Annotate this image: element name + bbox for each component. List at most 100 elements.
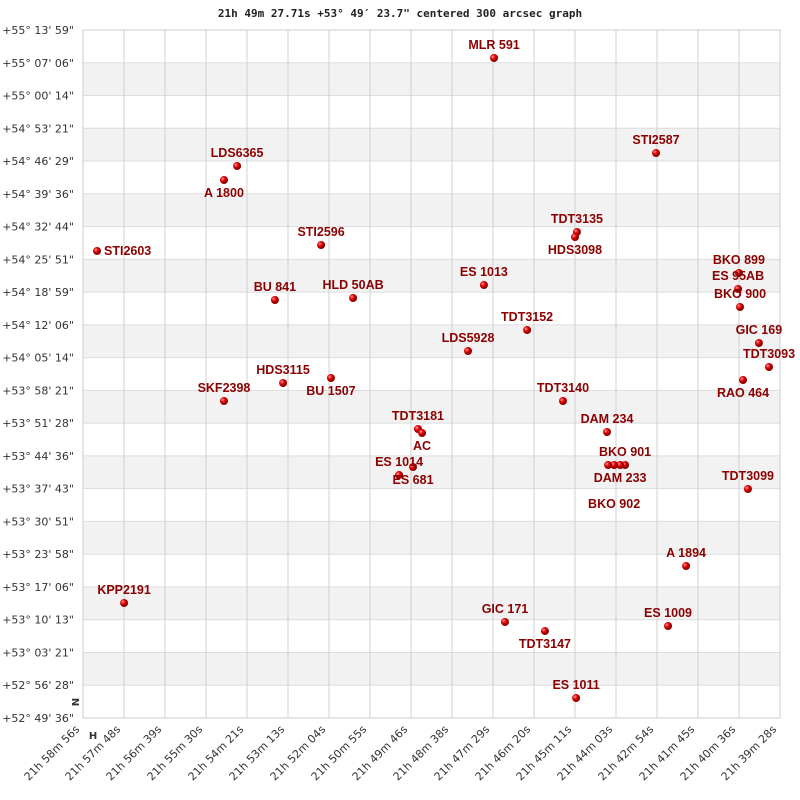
star-point[interactable]: [418, 429, 427, 438]
star-point[interactable]: [479, 280, 488, 289]
star-point[interactable]: [233, 161, 242, 170]
y-tick-label: +53° 51' 28": [2, 417, 74, 430]
star-label: GIC 171: [482, 602, 529, 616]
star-point[interactable]: [93, 246, 102, 255]
star-label: LDS6365: [211, 146, 264, 160]
row-band: [83, 62, 780, 96]
star-label: HLD 50AB: [323, 278, 384, 292]
star-label: LDS5928: [442, 331, 495, 345]
star-point[interactable]: [651, 149, 660, 158]
star-label: KPP2191: [97, 583, 151, 597]
star-label: TDT3135: [551, 212, 603, 226]
star-label: TDT3152: [501, 310, 553, 324]
star-point[interactable]: [743, 485, 752, 494]
row-band: [83, 586, 780, 620]
point-labels: MLR 591 LDS6365 A 1800 STI2587 STI2603 STI259…: [97, 38, 795, 692]
star-point[interactable]: [120, 599, 129, 608]
star-point[interactable]: [326, 373, 335, 382]
row-bands: [83, 62, 780, 686]
star-label: TDT3181: [392, 409, 444, 423]
star-point[interactable]: [270, 295, 279, 304]
star-point[interactable]: [754, 338, 763, 347]
star-label: BKO 900: [714, 287, 766, 301]
star-point[interactable]: [500, 618, 509, 627]
star-point[interactable]: [409, 462, 418, 471]
y-tick-label: +53° 10' 13": [2, 614, 74, 627]
data-points: [93, 54, 774, 703]
row-band: [83, 259, 780, 293]
star-point[interactable]: [734, 269, 743, 278]
plot-frame: [82, 29, 781, 719]
star-label: STI2596: [297, 225, 344, 239]
star-label: RAO 464: [717, 386, 769, 400]
star-point[interactable]: [523, 325, 532, 334]
star-label: HDS3115: [256, 363, 310, 377]
star-label: A 1800: [204, 186, 244, 200]
star-label: HDS3098: [548, 243, 602, 257]
star-point[interactable]: [610, 460, 619, 469]
y-tick-label: +54° 25' 51": [2, 253, 74, 266]
star-point[interactable]: [739, 375, 748, 384]
star-point[interactable]: [219, 397, 228, 406]
star-label: ES 1009: [644, 606, 692, 620]
star-point[interactable]: [540, 627, 549, 636]
y-tick-label: +52° 56' 28": [2, 679, 74, 692]
star-point[interactable]: [571, 233, 580, 242]
y-tick-label: +54° 46' 29": [2, 155, 74, 168]
star-label: A 1894: [666, 546, 706, 560]
y-tick-label: +53° 58' 21": [2, 384, 74, 397]
star-point[interactable]: [279, 378, 288, 387]
star-point[interactable]: [558, 397, 567, 406]
star-label: TDT3093: [743, 347, 795, 361]
star-label: DAM 233: [594, 471, 647, 485]
row-band: [83, 521, 780, 555]
row-band: [83, 652, 780, 686]
star-label: BKO 902: [588, 497, 640, 511]
star-label: TDT3140: [537, 381, 589, 395]
star-point[interactable]: [464, 347, 473, 356]
star-point[interactable]: [682, 562, 691, 571]
chart-title: 21h 49m 27.71s +53° 49′ 23.7" centered 3…: [218, 7, 582, 20]
star-label: BKO 899: [713, 253, 765, 267]
star-point[interactable]: [604, 460, 613, 469]
row-band: [83, 390, 780, 424]
star-label: TDT3147: [519, 637, 571, 651]
y-tick-label: +53° 44' 36": [2, 450, 74, 463]
star-point[interactable]: [219, 176, 228, 185]
star-label: ES 1014: [375, 455, 423, 469]
star-label: DAM 234: [581, 412, 634, 426]
star-point[interactable]: [349, 293, 358, 302]
y-tick-label: +54° 05' 14": [2, 352, 74, 365]
star-label: BU 1507: [306, 384, 355, 398]
star-point[interactable]: [765, 363, 774, 372]
y-tick-label: +54° 32' 44": [2, 221, 74, 234]
star-point[interactable]: [603, 428, 612, 437]
star-label: MLR 591: [468, 38, 519, 52]
y-tick-label: +54° 18' 59": [2, 286, 74, 299]
row-band: [83, 324, 780, 358]
star-point[interactable]: [317, 240, 326, 249]
star-point[interactable]: [664, 622, 673, 631]
star-point[interactable]: [734, 284, 743, 293]
star-label: BKO 901: [599, 445, 651, 459]
star-point[interactable]: [490, 54, 499, 63]
star-label: ES 1013: [460, 265, 508, 279]
star-label: GIC 169: [736, 323, 783, 337]
east-mark: H: [89, 731, 97, 742]
star-label: ES 95AB: [712, 269, 764, 283]
y-tick-label: +52° 49' 36": [2, 712, 74, 725]
row-band: [83, 128, 780, 162]
star-point[interactable]: [735, 303, 744, 312]
y-tick-label: +53° 30' 51": [2, 515, 74, 528]
star-label: ES 681: [393, 473, 434, 487]
star-point[interactable]: [572, 694, 581, 703]
y-tick-label: +53° 37' 43": [2, 483, 74, 496]
star-point[interactable]: [616, 460, 625, 469]
star-label: TDT3099: [722, 469, 774, 483]
star-point[interactable]: [395, 471, 404, 480]
star-label: SKF2398: [198, 381, 251, 395]
y-tick-label: +53° 03' 21": [2, 646, 74, 659]
star-label: AC: [413, 439, 431, 453]
